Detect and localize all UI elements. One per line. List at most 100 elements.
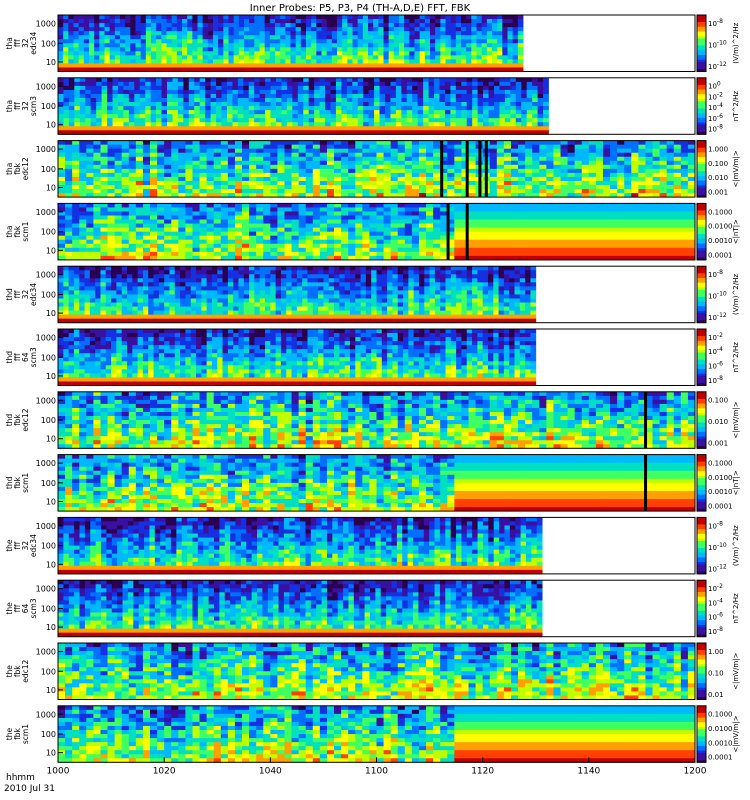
spectrogram-cell	[355, 149, 362, 153]
spectrogram-cell	[65, 165, 72, 169]
spectrogram-cell	[200, 161, 207, 165]
spectrogram-cell	[192, 27, 198, 31]
spectrogram-cell	[110, 27, 116, 31]
spectrogram-cell	[478, 110, 484, 114]
spectrogram-cell	[603, 189, 610, 193]
spectrogram-cell	[249, 106, 255, 110]
spectrogram-cell	[171, 141, 178, 145]
spectrogram-cell	[582, 220, 589, 224]
spectrogram-cell	[396, 82, 402, 86]
spectrogram-cell	[110, 63, 116, 67]
spectrogram-cell	[218, 27, 224, 31]
spectrogram-cell	[86, 161, 93, 165]
spectrogram-cell	[276, 98, 282, 102]
spectrogram-cell	[322, 19, 328, 23]
spectrogram-cell	[265, 51, 271, 55]
spectrogram-cell	[185, 173, 192, 177]
spectrogram-cell	[254, 90, 260, 94]
spectrogram-cell	[433, 240, 440, 244]
spectrogram-cell	[482, 47, 488, 51]
spectrogram-cell	[347, 35, 353, 39]
spectrogram-cell	[454, 181, 461, 185]
spectrogram-cell	[260, 59, 266, 63]
spectrogram-cell	[79, 145, 86, 149]
spectrogram-cell	[353, 31, 359, 35]
spectrogram-cell	[143, 228, 150, 232]
spectrogram-cell	[499, 106, 505, 110]
spectrogram-cell	[508, 35, 514, 39]
spectrogram-cell	[222, 118, 228, 122]
spectrogram-cell	[100, 244, 107, 248]
spectrogram-cell	[433, 157, 440, 161]
spectrogram-cell	[157, 207, 164, 211]
spectrogram-cell	[141, 39, 147, 43]
spectrogram-cell	[325, 98, 331, 102]
spectrogram-cell	[281, 82, 287, 86]
colorbar-swatch	[697, 31, 706, 34]
spectrogram-cell	[380, 106, 386, 110]
spectrogram-cell	[80, 110, 86, 114]
spectrogram-cell	[347, 82, 353, 86]
spectrogram-cell	[270, 149, 277, 153]
spectrogram-cell	[450, 122, 456, 126]
spectrogram-cell	[553, 145, 560, 149]
spectrogram-cell	[478, 90, 484, 94]
spectrogram-cell	[68, 15, 74, 19]
spectrogram-cell	[513, 35, 519, 39]
spectrogram-cell	[369, 211, 376, 215]
spectrogram-cell	[352, 94, 358, 98]
spectrogram-cell	[239, 63, 245, 67]
spectrogram-cell	[334, 244, 341, 248]
spectrogram-cell	[543, 118, 549, 122]
spectrogram-cell	[129, 94, 135, 98]
spectrogram-cell	[150, 165, 157, 169]
spectrogram-cell	[447, 181, 454, 185]
spectrogram-cell	[539, 203, 546, 207]
spectrogram-cell	[150, 157, 157, 161]
spectrogram-cell	[426, 248, 433, 252]
colorbar-swatch	[697, 39, 706, 42]
spectrogram-cell	[538, 114, 544, 118]
spectrogram-cell	[477, 51, 483, 55]
colorbar-swatch	[697, 87, 706, 90]
spectrogram-cell	[91, 102, 97, 106]
spectrogram-cell	[553, 228, 560, 232]
spectrogram-cell	[151, 15, 157, 19]
spectrogram-cell	[439, 98, 445, 102]
spectrogram-cell	[178, 114, 184, 118]
spectrogram-cell	[298, 114, 304, 118]
spectrogram-cell	[322, 31, 328, 35]
spectrogram-cell	[487, 15, 493, 19]
spectrogram-cell	[426, 169, 433, 173]
spectrogram-cell	[167, 63, 173, 67]
spectrogram-cell	[249, 82, 255, 86]
spectrogram-cell	[185, 216, 192, 220]
spectrogram-cell	[518, 203, 525, 207]
spectrogram-cell	[504, 248, 511, 252]
spectrogram-cell	[214, 216, 221, 220]
spectrogram-cell	[150, 216, 157, 220]
spectrogram-cell	[172, 19, 178, 23]
spectrogram-cell	[688, 169, 695, 173]
spectrogram-cell	[336, 82, 342, 86]
spectrogram-cell	[430, 55, 436, 59]
spectrogram-cell	[72, 165, 79, 169]
spectrogram-cell	[394, 59, 400, 63]
spectrogram-cell	[228, 224, 235, 228]
spectrogram-cell	[624, 189, 631, 193]
spectrogram-cell	[244, 63, 250, 67]
spectrogram-cell	[171, 181, 178, 185]
spectrogram-cell	[398, 185, 405, 189]
spectrogram-cell	[172, 39, 178, 43]
spectrogram-cell	[145, 126, 151, 130]
spectrogram-cell	[306, 248, 313, 252]
spectrogram-cell	[93, 252, 100, 256]
spectrogram-cell	[568, 211, 575, 215]
spectrogram-cell	[419, 153, 426, 157]
spectrogram-cell	[320, 252, 327, 256]
spectrogram-cell	[167, 90, 173, 94]
spectrogram-cell	[681, 169, 688, 173]
spectrogram-cell	[510, 82, 516, 86]
spectrogram-cell	[157, 169, 164, 173]
spectrogram-cell	[211, 90, 217, 94]
